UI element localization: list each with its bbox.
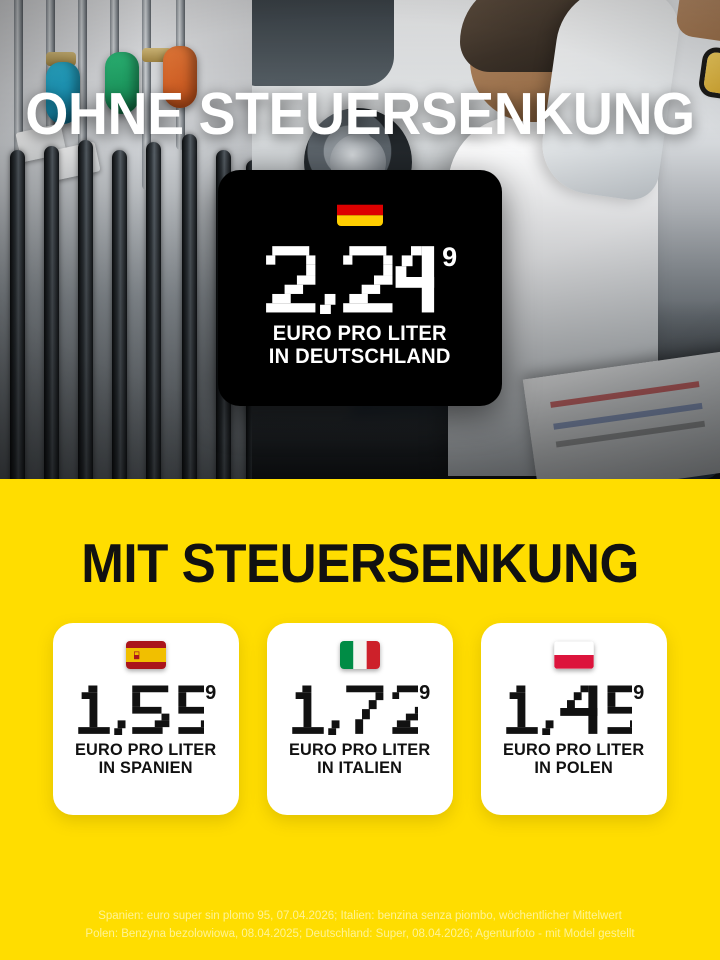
gas-station-photo: OHNE STEUERSENKUNG (0, 0, 720, 479)
price-label-line1: EURO PRO LITER (75, 740, 217, 759)
price-card-germany: 9 EURO PRO LITER IN DEUTSCHLAND (218, 170, 502, 406)
price-superscript-poland: 9 (633, 682, 645, 704)
price-label-germany: EURO PRO LITER IN DEUTSCHLAND (269, 322, 451, 368)
price-value-italy: 9 (290, 681, 430, 735)
price-label-line2: IN DEUTSCHLAND (269, 344, 451, 368)
price-superscript-germany: 9 (442, 242, 458, 272)
price-value-poland: 9 (504, 681, 644, 735)
flag-spain-icon (126, 641, 166, 669)
footnote-line1: Spanien: euro super sin plomo 95, 07.04.… (98, 910, 622, 923)
price-label-line2: IN ITALIEN (317, 758, 403, 778)
price-label-italy: EURO PRO LITER IN ITALIEN (289, 740, 431, 778)
price-label-line1: EURO PRO LITER (289, 740, 431, 759)
price-label-line1: EURO PRO LITER (503, 740, 645, 759)
price-value-germany: 9 (263, 240, 457, 314)
price-card-spain: 9 EURO PRO LITER IN SPANIEN (53, 623, 239, 815)
price-card-italy: 9 EURO PRO LITER IN ITALIEN (267, 623, 453, 815)
price-digits-italy (290, 681, 419, 735)
price-label-line1: EURO PRO LITER (272, 322, 448, 345)
price-value-spain: 9 (76, 681, 216, 735)
price-label-poland: EURO PRO LITER IN POLEN (503, 740, 645, 778)
gold-watch (702, 51, 720, 98)
driver-hand (674, 0, 720, 46)
country-price-cards: 9 EURO PRO LITER IN SPANIEN (53, 623, 667, 815)
flag-italy-icon (340, 641, 380, 669)
with-tax-cut-section: MIT STEUERSENKUNG (0, 479, 720, 960)
flag-poland-icon (554, 641, 594, 669)
flag-germany-icon (337, 194, 383, 226)
headline-with-tax-cut: MIT STEUERSENKUNG (81, 532, 639, 594)
car-window (252, 0, 394, 86)
price-superscript-italy: 9 (419, 682, 431, 704)
source-footnote: Spanien: euro super sin plomo 95, 07.04.… (0, 908, 720, 944)
price-superscript-spain: 9 (205, 682, 217, 704)
price-label-spain: EURO PRO LITER IN SPANIEN (75, 740, 217, 778)
price-digits-germany (263, 240, 440, 314)
price-card-poland: 9 EURO PRO LITER IN POLEN (481, 623, 667, 815)
headline-without-tax-cut: OHNE STEUERSENKUNG (25, 81, 695, 147)
footnote-line2: Polen: Benzyna bezolowiowa, 08.04.2025; … (85, 928, 635, 941)
price-label-line2: IN POLEN (534, 758, 614, 778)
price-label-line2: IN SPANIEN (98, 758, 194, 778)
price-digits-spain (76, 681, 205, 735)
price-digits-poland (504, 681, 633, 735)
